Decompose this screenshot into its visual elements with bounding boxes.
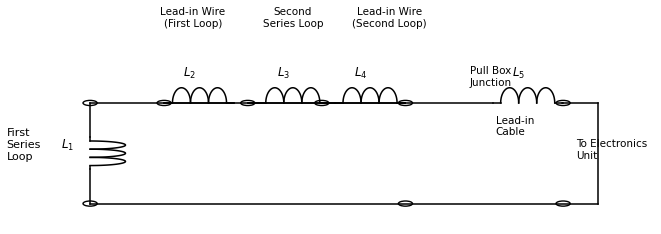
Text: Lead-in Wire
(First Loop): Lead-in Wire (First Loop) [161,7,225,29]
Text: First
Series
Loop: First Series Loop [7,128,41,162]
Text: $L_{1}$: $L_{1}$ [61,138,74,153]
Text: Second
Series Loop: Second Series Loop [262,7,323,29]
Text: $L_{5}$: $L_{5}$ [512,66,525,81]
Text: Lead-in
Cable: Lead-in Cable [496,116,534,137]
Text: Lead-in Wire
(Second Loop): Lead-in Wire (Second Loop) [352,7,426,29]
Text: $L_{3}$: $L_{3}$ [276,66,290,81]
Text: To Electronics
Unit: To Electronics Unit [576,139,647,161]
Text: Pull Box
Junction: Pull Box Junction [470,66,512,88]
Text: $L_{4}$: $L_{4}$ [354,66,367,81]
Text: $L_{2}$: $L_{2}$ [183,66,196,81]
